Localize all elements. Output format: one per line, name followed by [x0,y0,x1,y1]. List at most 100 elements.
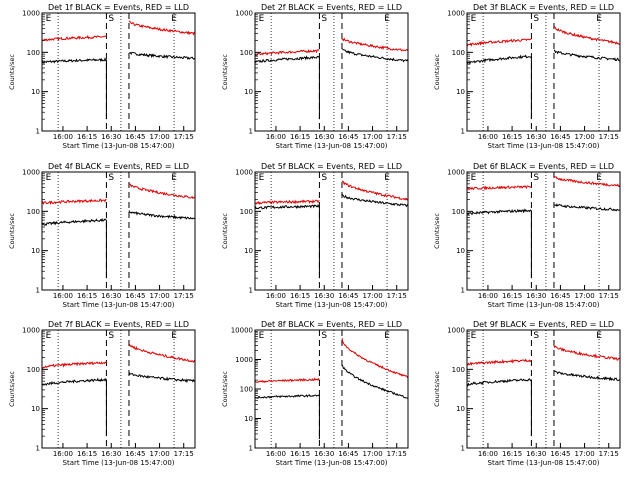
y-tick-label: 1 [461,445,465,453]
x-tick-label: 17:15 [174,450,194,458]
series-black-line [41,217,107,226]
x-tick-label: 17:15 [174,133,194,141]
x-tick-label: 16:45 [338,450,358,458]
x-tick-label: 16:15 [77,292,97,300]
x-tick-label: 17:00 [149,450,169,458]
plot-frame [254,12,409,132]
event-marker-e: E [171,173,177,183]
x-tick-label: 16:30 [101,133,121,141]
x-tick-label: 16:15 [290,450,310,458]
x-tick-label: 16:45 [338,133,358,141]
x-tick-label: 16:15 [502,292,522,300]
x-tick-label: 16:30 [314,450,334,458]
y-axis-label: Counts/sec [221,371,229,407]
event-marker-e: E [46,14,52,24]
y-tick-label: 1000 [235,356,253,364]
series-red-line [341,338,409,378]
event-marker-e: E [171,331,177,341]
event-marker-s: S [321,14,327,24]
x-tick-label: 16:45 [550,133,570,141]
x-tick-label: 16:15 [502,133,522,141]
y-axis-label: Counts/sec [221,54,229,90]
panel-det-5: Det 5f BLACK = Events, RED = LLD 1 10 100 10… [221,162,409,309]
x-tick-label: 17:00 [149,292,169,300]
y-axis-label: Counts/sec [433,371,441,407]
x-tick-label: 16:30 [526,450,546,458]
panel-det-3: Det 3f BLACK = Events, RED = LLD 1 10 100 10… [433,3,621,150]
y-tick-label: 1000 [447,10,465,18]
series-black-line [128,210,196,220]
plot-frame [254,171,409,291]
x-axis-label: Start Time (13-Jun-08 15:47:00) [276,301,388,309]
x-tick-label: 16:00 [478,450,498,458]
x-tick-label: 16:45 [550,450,570,458]
event-marker-e: E [596,14,602,24]
y-tick-label: 1 [36,445,40,453]
y-tick-label: 10 [244,247,253,255]
series-black-line [553,370,621,382]
plot-frame [41,329,196,449]
y-tick-label: 1000 [235,10,253,18]
series-black-line [553,49,621,62]
x-tick-label: 17:15 [387,450,407,458]
x-axis-label: Start Time (13-Jun-08 15:47:00) [488,459,600,467]
y-tick-label: 100 [452,208,465,216]
x-tick-label: 16:15 [290,133,310,141]
event-marker-s: S [321,173,327,183]
event-marker-e: E [596,331,602,341]
series-red-line [254,49,320,57]
y-tick-label: 100 [452,49,465,57]
x-tick-label: 16:00 [266,450,286,458]
panel-title: Det 6f BLACK = Events, RED = LLD [473,162,614,171]
event-marker-s: S [108,331,114,341]
series-black-line [553,203,621,212]
x-axis-label: Start Time (13-Jun-08 15:47:00) [63,459,175,467]
x-tick-label: 16:30 [101,450,121,458]
y-tick-label: 1 [461,287,465,295]
series-red-line [466,358,532,366]
x-tick-label: 16:15 [77,133,97,141]
series-black-line [254,55,320,64]
panel-title: Det 2f BLACK = Events, RED = LLD [261,3,402,12]
y-axis-label: Counts/sec [8,54,16,90]
series-red-line [342,180,408,201]
series-red-line [128,20,196,36]
x-tick-label: 16:00 [53,450,73,458]
series-red-line [41,198,107,206]
series-red-line [41,360,107,370]
y-tick-label: 100 [27,208,40,216]
series-black-line [41,57,107,64]
event-marker-e: E [384,14,390,24]
y-tick-label: 10000 [231,327,253,335]
event-marker-e: E [259,14,265,24]
event-marker-e: E [471,173,477,183]
x-tick-label: 16:30 [526,133,546,141]
event-marker-e: E [259,173,265,183]
series-red-line [254,199,320,205]
y-tick-label: 1000 [447,327,465,335]
event-marker-e: E [384,173,390,183]
y-tick-label: 10 [31,405,40,413]
series-black-line [41,377,107,386]
panel-title: Det 5f BLACK = Events, RED = LLD [261,162,402,171]
x-tick-label: 16:15 [502,450,522,458]
panel-det-8: Det 8f BLACK = Events, RED = LLD 1 10 100 10… [221,320,409,467]
x-tick-label: 17:00 [574,292,594,300]
x-tick-label: 16:15 [77,450,97,458]
panel-title: Det 9f BLACK = Events, RED = LLD [473,320,614,329]
panel-det-1: Det 1f BLACK = Events, RED = LLD 1 10 100 10… [8,3,196,150]
y-tick-label: 1 [249,128,253,136]
event-marker-s: S [533,173,539,183]
y-tick-label: 100 [240,49,253,57]
x-tick-label: 17:00 [362,450,382,458]
y-tick-label: 100 [452,366,465,374]
x-tick-label: 16:45 [125,450,145,458]
event-marker-s: S [108,14,114,24]
x-tick-label: 16:15 [290,292,310,300]
y-axis-label: Counts/sec [433,54,441,90]
panel-title: Det 4f BLACK = Events, RED = LLD [48,162,189,171]
plot-frame [41,171,196,291]
panel-det-4: Det 4f BLACK = Events, RED = LLD 1 10 100 10… [8,162,196,309]
series-black-line [466,208,532,216]
